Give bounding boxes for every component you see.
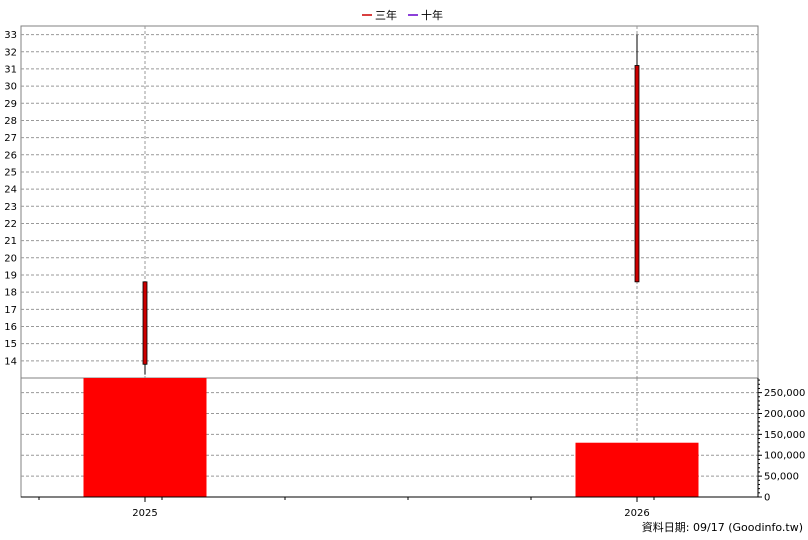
price-tick-label: 14 (4, 356, 17, 367)
volume-bar (83, 378, 207, 497)
volume-tick-label: 250,000 (764, 388, 805, 399)
volume-bar (575, 442, 699, 497)
price-tick-label: 23 (4, 202, 17, 213)
price-tick-label: 24 (4, 185, 17, 196)
price-tick-label: 33 (4, 30, 17, 41)
price-tick-label: 27 (4, 133, 17, 144)
volume-tick-label: 100,000 (764, 451, 805, 462)
candle-body (634, 65, 640, 283)
price-tick-label: 20 (4, 253, 17, 264)
volume-tick-label: 200,000 (764, 409, 805, 420)
volume-panel: 0 50,000 100,000 150,000 200,000 250,000 (20, 377, 805, 504)
price-tick-label: 22 (4, 219, 17, 230)
price-tick-label: 30 (4, 82, 17, 93)
price-tick-label: 26 (4, 150, 17, 161)
price-tick-label: 31 (4, 64, 17, 75)
price-tick-label: 25 (4, 167, 17, 178)
price-tick-label: 15 (4, 339, 17, 350)
price-tick-label: 32 (4, 47, 17, 58)
x-axis: 2025 2026 (21, 496, 758, 519)
data-date-footer: 資料日期: 09/17 (Goodinfo.tw) (642, 520, 803, 534)
price-tick-label: 21 (4, 236, 17, 247)
price-tick-label: 28 (4, 116, 17, 127)
legend: 三年 十年 (362, 8, 443, 22)
x-axis-tick-label: 2026 (624, 508, 649, 519)
legend-label-ten-year: 十年 (421, 8, 443, 22)
volume-tick-label: 0 (764, 493, 770, 504)
legend-label-three-year: 三年 (375, 8, 397, 22)
price-tick-label: 29 (4, 99, 17, 110)
volume-tick-label: 150,000 (764, 430, 805, 441)
price-tick-label: 19 (4, 270, 17, 281)
price-panel: 14 15 16 17 18 19 20 21 22 23 24 25 26 27 28 29 30 31 32 33 (4, 25, 759, 379)
price-panel-frame (20, 25, 759, 379)
price-tick-label: 16 (4, 322, 17, 333)
candle-body (142, 281, 148, 365)
x-axis-tick-label: 2025 (132, 508, 157, 519)
price-tick-label: 18 (4, 288, 17, 299)
volume-tick-label: 50,000 (764, 472, 799, 483)
price-tick-label: 17 (4, 305, 17, 316)
